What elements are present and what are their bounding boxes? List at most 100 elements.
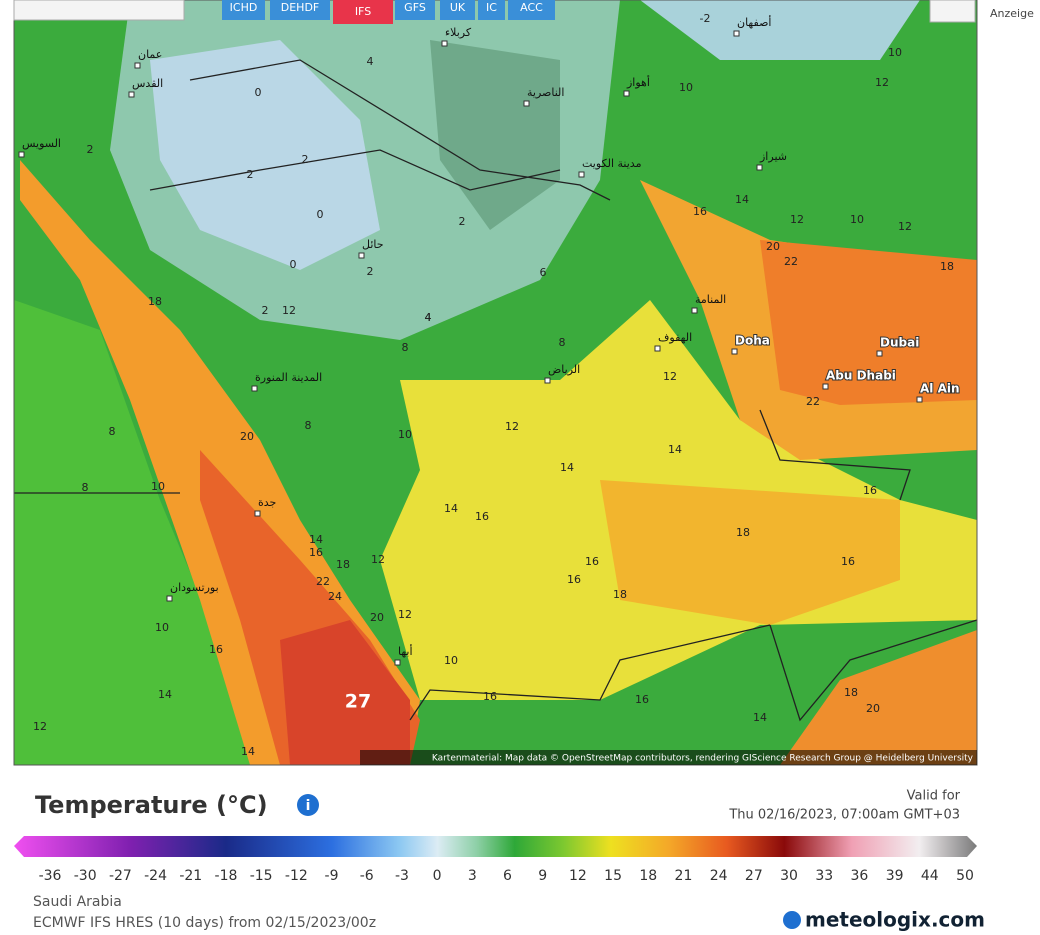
temperature-label: 6 <box>540 266 547 279</box>
scale-tick-label: 0 <box>433 868 442 884</box>
temperature-label: 20 <box>240 430 254 443</box>
temperature-label: 18 <box>148 295 162 308</box>
model-button-label: UK <box>450 1 466 14</box>
city-label: Abu Dhabi <box>826 369 896 383</box>
model-button-label: IFS <box>355 5 371 18</box>
rub-warm <box>600 480 900 625</box>
temperature-label: 14 <box>753 711 767 724</box>
city-marker <box>691 307 698 314</box>
region: Saudi Arabia <box>33 894 122 910</box>
temperature-label: 16 <box>841 555 855 568</box>
temperature-label: 20 <box>766 240 780 253</box>
city-label: بورتسودان <box>170 581 219 594</box>
model-button-label: ICHD <box>230 1 258 14</box>
info-icon-glyph: i <box>306 798 311 814</box>
temperature-label: 22 <box>784 255 798 268</box>
color-scale-ticks: -36 -30 -27 -24 -21 -18 -15 -12 -9 -6 -3 0 3 6 9 12 15 18… <box>39 868 974 884</box>
scale-tick-label: 18 <box>639 868 657 884</box>
city-marker <box>18 151 25 158</box>
model-button-label: IC <box>486 1 497 14</box>
scale-tick-label: 27 <box>745 868 763 884</box>
oman-hot <box>780 630 977 765</box>
temperature-label: 18 <box>336 558 350 571</box>
scale-tick-label: 50 <box>956 868 974 884</box>
city-label: حائل <box>362 238 384 251</box>
temperature-label: 16 <box>635 693 649 706</box>
temperature-label: 2 <box>262 304 269 317</box>
temperature-label: 14 <box>309 533 323 546</box>
temperature-label: 8 <box>82 481 89 494</box>
temperature-label: 10 <box>398 428 412 441</box>
city-label: الناصرية <box>527 86 564 99</box>
scale-tick-label: 21 <box>675 868 693 884</box>
attribution: Kartenmaterial: Map data © OpenStreetMap… <box>432 754 974 764</box>
scale-tick-label: 30 <box>780 868 798 884</box>
temperature-label: 12 <box>371 553 385 566</box>
temperature-label: 16 <box>209 643 223 656</box>
temperature-label: 0 <box>290 258 297 271</box>
tool-icons[interactable] <box>13 0 185 21</box>
model-button[interactable] <box>270 0 330 20</box>
scale-tick-label: -27 <box>109 868 132 884</box>
temperature-label: 2 <box>247 168 254 181</box>
temperature-label: 2 <box>87 143 94 156</box>
info-icon[interactable] <box>297 794 319 816</box>
city-marker <box>251 385 258 392</box>
model-button[interactable] <box>395 0 435 20</box>
temperature-label: 14 <box>241 745 255 758</box>
city-label: المنامة <box>695 293 726 306</box>
city-label: أبها <box>398 644 413 658</box>
model-button[interactable] <box>222 0 265 20</box>
model-button[interactable] <box>440 0 475 20</box>
scale-tick-label: -21 <box>179 868 202 884</box>
model-button[interactable] <box>478 0 505 20</box>
temperature-label: 0 <box>317 208 324 221</box>
legend-title: Temperature (°C) <box>35 791 268 819</box>
temperature-label: 18 <box>844 686 858 699</box>
temperature-label: 14 <box>444 502 458 515</box>
temperature-label: 20 <box>370 611 384 624</box>
city-label: Doha <box>735 334 770 348</box>
temperature-label: 2 <box>459 215 466 228</box>
model-button[interactable] <box>333 0 393 24</box>
city-marker <box>876 350 883 357</box>
uae-hot <box>760 240 977 405</box>
brand[interactable]: meteologix.com <box>805 908 985 932</box>
temperature-label: 8 <box>559 336 566 349</box>
model-button-label: DEHDF <box>281 1 320 14</box>
city-marker <box>733 30 740 37</box>
temperature-label: 12 <box>282 304 296 317</box>
temperature-label: 18 <box>940 260 954 273</box>
city-marker <box>166 595 173 602</box>
temperature-label: 10 <box>155 621 169 634</box>
city-label: مدينة الكويت <box>582 157 642 170</box>
temperature-label: 12 <box>398 608 412 621</box>
scale-tick-label: -3 <box>395 868 409 884</box>
temperature-label: 18 <box>736 526 750 539</box>
city-label: Dubai <box>880 336 919 350</box>
temperature-label: 14 <box>158 688 172 701</box>
city-marker <box>822 383 829 390</box>
city-marker <box>731 348 738 355</box>
city-label: عمان <box>138 48 162 61</box>
temperature-label: 16 <box>693 205 707 218</box>
city-marker <box>254 510 261 517</box>
city-label: السويس <box>22 137 61 150</box>
city-label: أصفهان <box>737 15 771 29</box>
map[interactable]: ICHD DEHDF IFS GFS UK IC ACC Doha Dubai Abu Dhab… <box>13 0 978 766</box>
temperature-label: 18 <box>613 588 627 601</box>
temperature-label: 10 <box>850 213 864 226</box>
scale-tick-label: 6 <box>503 868 512 884</box>
temperature-label: 10 <box>444 654 458 667</box>
model-button[interactable] <box>508 0 555 20</box>
temperature-label: 14 <box>668 443 682 456</box>
valid-label: Valid for <box>907 789 961 804</box>
temperature-label: 4 <box>367 55 374 68</box>
share-button[interactable] <box>929 0 976 23</box>
city-label: جدة <box>258 496 276 509</box>
temperature-label: 10 <box>888 46 902 59</box>
temperature-label: 16 <box>863 484 877 497</box>
city-marker <box>128 91 135 98</box>
city-label: أهواز <box>626 75 650 89</box>
